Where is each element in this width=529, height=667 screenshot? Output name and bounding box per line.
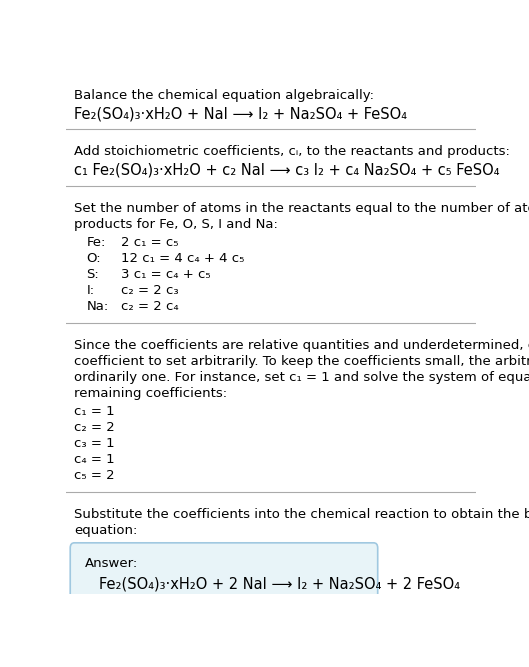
Text: c₅ = 2: c₅ = 2 <box>74 470 115 482</box>
Text: c₂ = 2 c₃: c₂ = 2 c₃ <box>122 284 179 297</box>
Text: Balance the chemical equation algebraically:: Balance the chemical equation algebraica… <box>74 89 375 102</box>
Text: Answer:: Answer: <box>85 557 138 570</box>
Text: O:: O: <box>87 252 101 265</box>
Text: Fe₂(SO₄)₃·xH₂O + 2 NaI ⟶ I₂ + Na₂SO₄ + 2 FeSO₄: Fe₂(SO₄)₃·xH₂O + 2 NaI ⟶ I₂ + Na₂SO₄ + 2… <box>99 576 460 591</box>
Text: S:: S: <box>87 268 99 281</box>
Text: Add stoichiometric coefficients, cᵢ, to the reactants and products:: Add stoichiometric coefficients, cᵢ, to … <box>74 145 510 159</box>
FancyBboxPatch shape <box>70 543 378 612</box>
Text: 2 c₁ = c₅: 2 c₁ = c₅ <box>122 236 179 249</box>
Text: products for Fe, O, S, I and Na:: products for Fe, O, S, I and Na: <box>74 218 278 231</box>
Text: Fe₂(SO₄)₃·xH₂O + NaI ⟶ I₂ + Na₂SO₄ + FeSO₄: Fe₂(SO₄)₃·xH₂O + NaI ⟶ I₂ + Na₂SO₄ + FeS… <box>74 106 407 121</box>
Text: 12 c₁ = 4 c₄ + 4 c₅: 12 c₁ = 4 c₄ + 4 c₅ <box>122 252 245 265</box>
Text: c₂ = 2 c₄: c₂ = 2 c₄ <box>122 300 179 313</box>
Text: Na:: Na: <box>87 300 109 313</box>
Text: ordinarily one. For instance, set c₁ = 1 and solve the system of equations for t: ordinarily one. For instance, set c₁ = 1… <box>74 371 529 384</box>
Text: c₁ Fe₂(SO₄)₃·xH₂O + c₂ NaI ⟶ c₃ I₂ + c₄ Na₂SO₄ + c₅ FeSO₄: c₁ Fe₂(SO₄)₃·xH₂O + c₂ NaI ⟶ c₃ I₂ + c₄ … <box>74 163 500 177</box>
Text: Set the number of atoms in the reactants equal to the number of atoms in the: Set the number of atoms in the reactants… <box>74 202 529 215</box>
Text: Since the coefficients are relative quantities and underdetermined, choose a: Since the coefficients are relative quan… <box>74 339 529 352</box>
Text: c₁ = 1: c₁ = 1 <box>74 405 115 418</box>
Text: c₂ = 2: c₂ = 2 <box>74 421 115 434</box>
Text: 3 c₁ = c₄ + c₅: 3 c₁ = c₄ + c₅ <box>122 268 211 281</box>
Text: I:: I: <box>87 284 95 297</box>
Text: Substitute the coefficients into the chemical reaction to obtain the balanced: Substitute the coefficients into the che… <box>74 508 529 520</box>
Text: equation:: equation: <box>74 524 138 537</box>
Text: c₃ = 1: c₃ = 1 <box>74 437 115 450</box>
Text: c₄ = 1: c₄ = 1 <box>74 453 115 466</box>
Text: remaining coefficients:: remaining coefficients: <box>74 387 227 400</box>
Text: Fe:: Fe: <box>87 236 106 249</box>
Text: coefficient to set arbitrarily. To keep the coefficients small, the arbitrary va: coefficient to set arbitrarily. To keep … <box>74 355 529 368</box>
